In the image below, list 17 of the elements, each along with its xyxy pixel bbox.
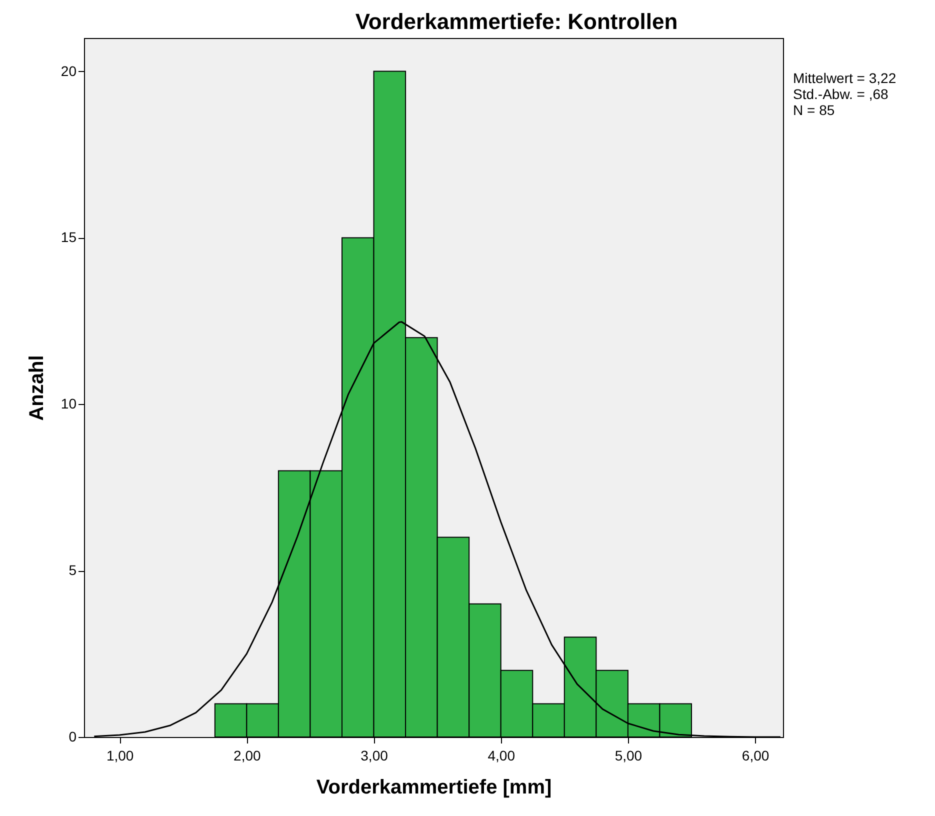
- y-tick-label: 0: [68, 728, 77, 744]
- x-axis-title: Vorderkammertiefe [mm]: [316, 776, 552, 798]
- x-tick-label: 3,00: [360, 748, 388, 764]
- chart-title: Vorderkammertiefe: Kontrollen: [355, 9, 678, 34]
- x-tick-label: 2,00: [234, 748, 262, 764]
- text: Mittelwert = 3,22: [793, 70, 896, 86]
- y-axis-title: Anzahl: [26, 355, 48, 421]
- y-tick-label: 15: [60, 229, 77, 246]
- text: Std.-Abw. = ,68: [793, 86, 889, 102]
- y-tick-label: 5: [68, 562, 77, 578]
- x-tick-label: 1,00: [106, 748, 134, 764]
- y-tick-label: 20: [60, 62, 77, 79]
- x-tick-label: 4,00: [488, 748, 516, 764]
- text: N = 85: [793, 102, 835, 118]
- x-tick-label: 6,00: [742, 748, 770, 764]
- x-tick-label: 5,00: [614, 748, 642, 764]
- y-tick-label: 10: [60, 396, 77, 412]
